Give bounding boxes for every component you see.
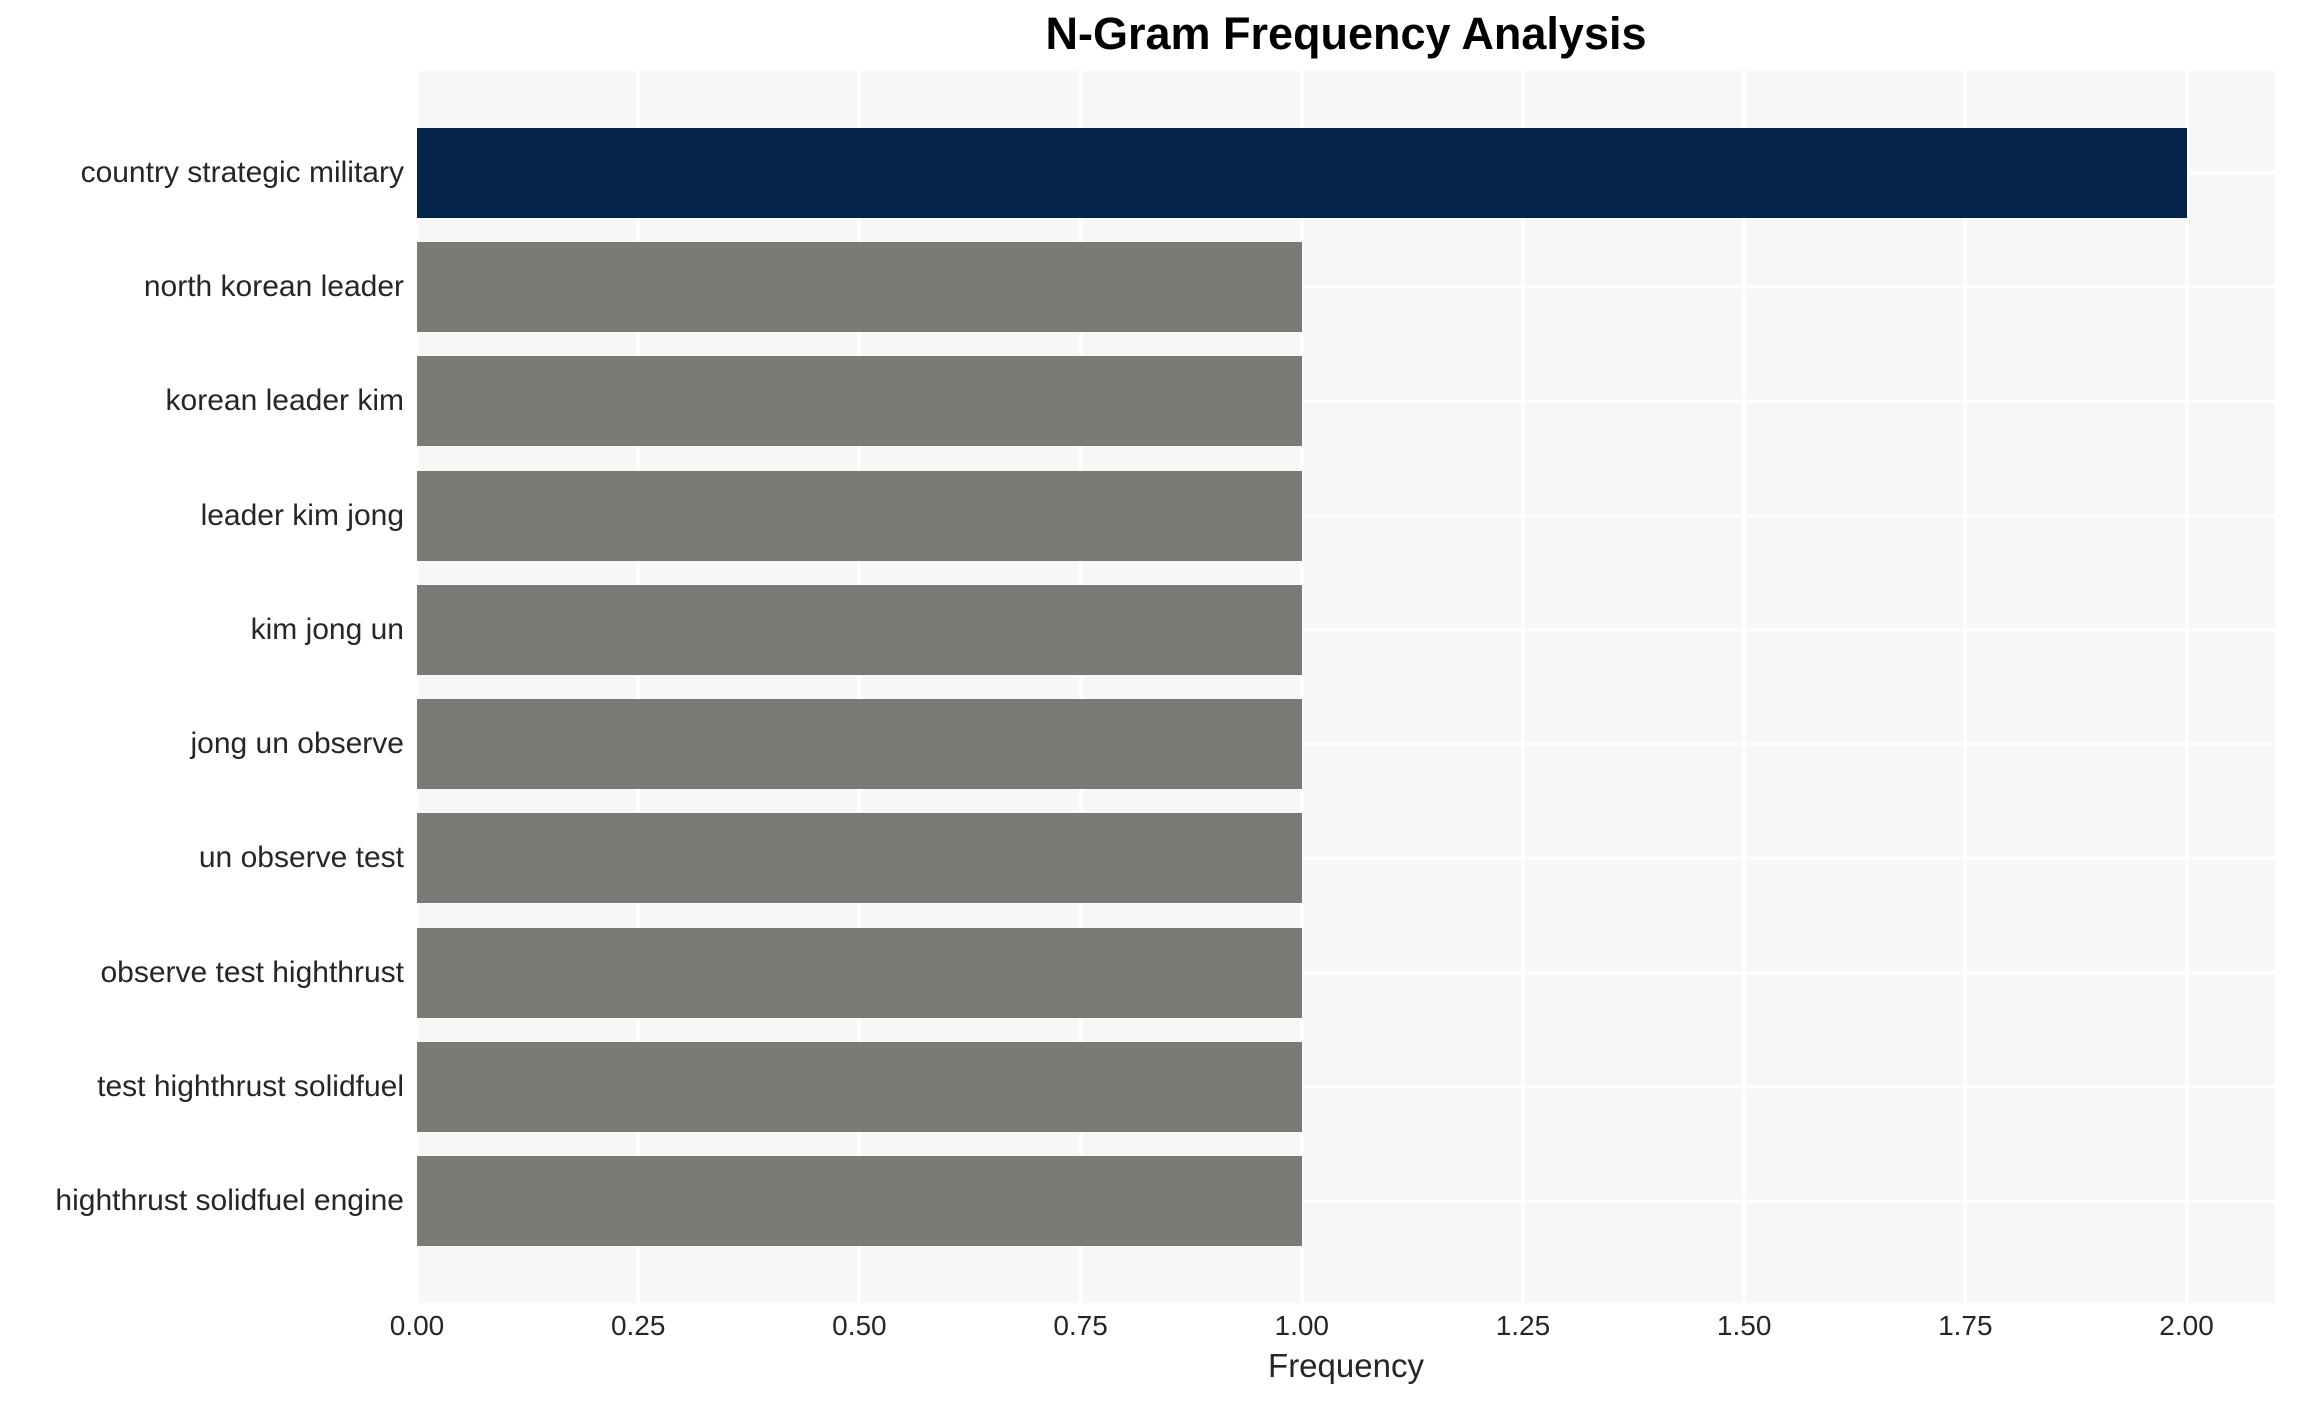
- horizontal-gridline: [417, 399, 2275, 403]
- plot-area: [415, 71, 2275, 1303]
- bar: [417, 699, 1302, 790]
- horizontal-gridline: [417, 514, 2275, 518]
- x-tick-label: 2.00: [2159, 1310, 2214, 1341]
- x-tick-label: 0.00: [389, 1310, 445, 1341]
- y-axis-label: test highthrust solidfuel: [97, 1069, 404, 1103]
- bar: [417, 470, 1302, 561]
- y-axis-label: highthrust solidfuel engine: [55, 1184, 404, 1217]
- x-tick-label: 1.50: [1716, 1310, 1772, 1341]
- horizontal-gridline: [417, 1199, 2275, 1203]
- vertical-gridline: [1520, 71, 1525, 1303]
- chart-title: N-Gram Frequency Analysis: [1045, 8, 1647, 59]
- horizontal-gridline: [417, 856, 2275, 860]
- vertical-gridline: [1742, 71, 1747, 1303]
- y-axis-label: un observe test: [198, 841, 404, 875]
- vertical-gridline: [1963, 71, 1968, 1303]
- vertical-gridline: [2184, 71, 2189, 1303]
- bar: [417, 1041, 1302, 1132]
- horizontal-gridline: [417, 971, 2275, 975]
- x-tick-label: 1.00: [1274, 1310, 1330, 1341]
- bar: [417, 927, 1302, 1018]
- vertical-gridline: [1078, 71, 1083, 1303]
- bar: [417, 813, 1302, 904]
- y-axis-label: country strategic military: [80, 156, 404, 189]
- vertical-gridline: [857, 71, 862, 1303]
- y-axis-label: north korean leader: [143, 270, 404, 304]
- x-tick-label: 0.50: [832, 1310, 887, 1341]
- y-axis-label: kim jong un: [250, 612, 404, 646]
- horizontal-gridline: [417, 1085, 2275, 1089]
- y-axis-label: jong un observe: [190, 727, 405, 761]
- vertical-gridline: [636, 71, 641, 1303]
- bar: [417, 128, 2187, 218]
- horizontal-gridline: [417, 742, 2275, 746]
- y-axis-label: observe test highthrust: [100, 955, 404, 989]
- bar: [417, 242, 1302, 333]
- x-tick-label: 0.75: [1053, 1310, 1108, 1341]
- x-tick-label: 1.25: [1495, 1310, 1551, 1341]
- bar: [417, 356, 1302, 447]
- y-axis-label: korean leader kim: [165, 384, 404, 418]
- vertical-gridline: [415, 71, 419, 1303]
- horizontal-gridline: [417, 285, 2275, 289]
- x-axis-title: Frequency: [1268, 1347, 1424, 1384]
- y-axis-label: leader kim jong: [200, 498, 404, 532]
- bar: [417, 1156, 1302, 1246]
- bar: [417, 584, 1302, 675]
- vertical-gridline: [1299, 71, 1304, 1303]
- horizontal-gridline: [417, 628, 2275, 632]
- x-tick-label: 0.25: [610, 1310, 666, 1341]
- x-tick-label: 1.75: [1938, 1310, 1993, 1341]
